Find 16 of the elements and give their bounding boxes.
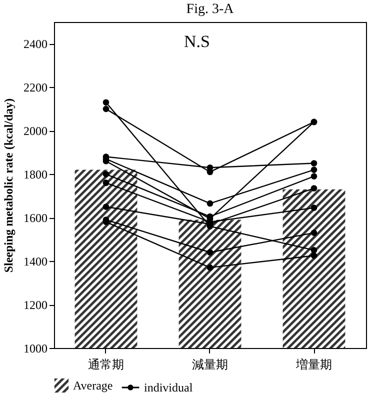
y-tick-label: 2400 bbox=[24, 37, 48, 52]
y-tick-label: 2000 bbox=[24, 124, 48, 138]
legend-label: individual bbox=[144, 380, 194, 394]
annotation: N.S bbox=[184, 32, 210, 51]
x-tick-label: 減量期 bbox=[192, 358, 228, 372]
x-tick-label: 増量期 bbox=[295, 358, 332, 372]
y-tick-label: 1200 bbox=[24, 298, 48, 312]
y-tick-label: 1800 bbox=[24, 168, 48, 182]
y-tick-label: 2200 bbox=[24, 80, 48, 95]
chart-title: Fig. 3-A bbox=[186, 2, 235, 17]
y-tick-label: 1600 bbox=[24, 211, 48, 226]
y-tick-label: 1000 bbox=[24, 342, 48, 356]
y-tick-label: 1400 bbox=[24, 254, 48, 269]
y-axis-title: Sleeping metabolic rate (kcal/day) bbox=[2, 98, 16, 273]
x-tick-label: 通常期 bbox=[88, 358, 124, 372]
legend-label: Average bbox=[73, 378, 113, 392]
